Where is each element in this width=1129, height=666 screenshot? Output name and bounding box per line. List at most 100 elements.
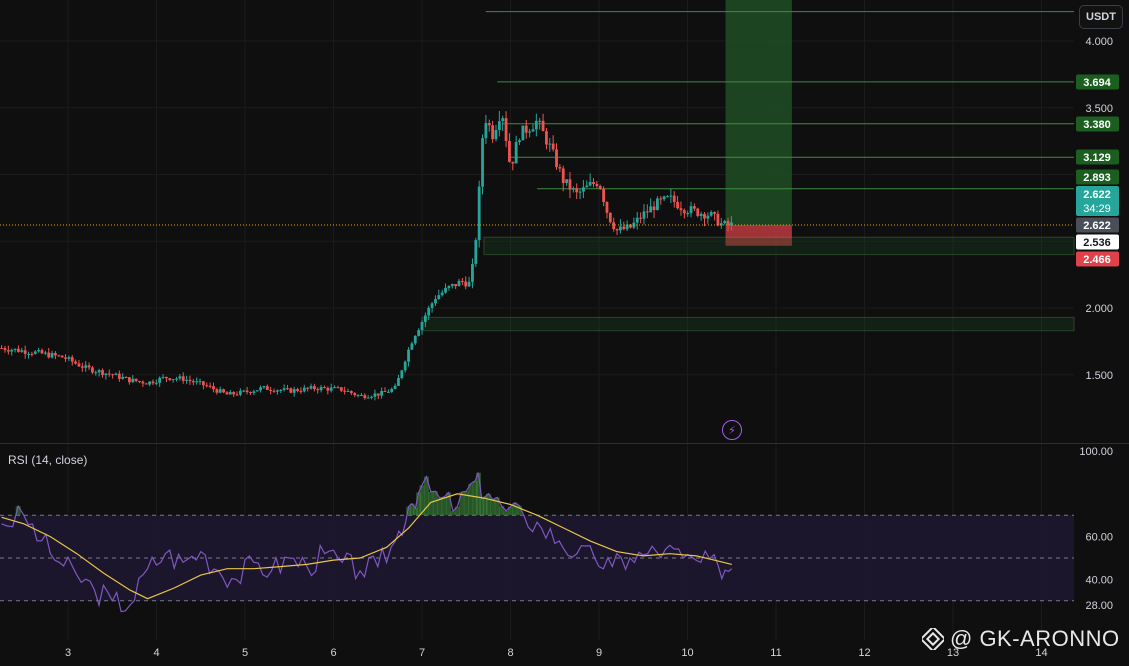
- candle-body: [185, 379, 188, 381]
- candle: [582, 180, 585, 199]
- candle-body: [541, 120, 545, 132]
- countdown-text: 34:29: [1083, 203, 1111, 215]
- candle: [0, 345, 4, 350]
- candle-body: [558, 167, 562, 169]
- candle: [410, 341, 414, 351]
- rsi-indicator-title: RSI (14, close): [8, 453, 88, 467]
- candle-body: [548, 143, 552, 145]
- candle-body: [242, 390, 246, 392]
- candle-body: [400, 370, 404, 379]
- candle-body: [706, 215, 710, 219]
- rsi-tick-label: 28.00: [1085, 600, 1113, 612]
- candle-body: [10, 349, 14, 352]
- candle-body: [138, 381, 141, 383]
- candle-body: [471, 263, 474, 282]
- candle-body: [437, 295, 441, 300]
- price-label-box: [1076, 234, 1119, 250]
- bolt-icon[interactable]: ⚡: [722, 420, 742, 440]
- candle: [649, 198, 653, 213]
- candle-body: [619, 226, 622, 231]
- candle: [70, 355, 74, 366]
- candle-body: [154, 382, 158, 384]
- candle-body: [309, 386, 313, 389]
- candle: [538, 117, 542, 130]
- time-tick-label: 12: [858, 647, 870, 659]
- price-label-box: [1076, 116, 1119, 132]
- candle-body: [275, 390, 279, 392]
- candle: [50, 350, 54, 359]
- candle: [262, 385, 266, 390]
- candle: [602, 186, 606, 207]
- candle: [726, 217, 730, 232]
- time-tick-label: 4: [153, 647, 159, 659]
- candle: [666, 195, 669, 198]
- candle: [679, 201, 683, 216]
- candle: [228, 389, 232, 395]
- candle-body: [598, 186, 602, 189]
- candle: [171, 378, 175, 383]
- candle-body: [397, 378, 400, 386]
- candle-body: [165, 376, 168, 379]
- candle: [693, 203, 696, 211]
- candle: [309, 383, 313, 390]
- candle: [117, 370, 121, 382]
- candle: [639, 212, 642, 224]
- candle: [316, 387, 320, 394]
- candle-body: [423, 315, 427, 322]
- candle-body: [373, 393, 377, 397]
- candle: [386, 389, 390, 393]
- candle-body: [719, 223, 723, 226]
- position-loss-zone: [725, 224, 792, 246]
- time-tick-label: 10: [681, 647, 693, 659]
- candle-body: [434, 299, 437, 304]
- candle-body: [349, 390, 353, 394]
- candle-body: [272, 390, 276, 392]
- candle: [94, 370, 98, 376]
- candle: [595, 180, 599, 189]
- candle: [494, 124, 498, 142]
- candle-body: [336, 387, 340, 389]
- candle: [360, 393, 363, 397]
- candle: [619, 219, 622, 234]
- candle-body: [33, 351, 37, 354]
- candle-body: [158, 377, 162, 383]
- candle-body: [6, 350, 10, 352]
- candle-body: [659, 198, 663, 200]
- candle-body: [625, 224, 629, 230]
- candle: [138, 380, 141, 384]
- candle-body: [346, 390, 350, 392]
- candle-body: [467, 281, 471, 287]
- candle: [336, 385, 340, 389]
- candle: [514, 135, 518, 164]
- candle: [353, 392, 357, 398]
- candle: [202, 380, 205, 390]
- candle-body: [380, 390, 384, 396]
- candle-body: [481, 138, 484, 187]
- candle-body: [282, 388, 286, 390]
- currency-button[interactable]: USDT: [1079, 5, 1123, 29]
- candle-body: [222, 389, 225, 393]
- candle: [729, 216, 733, 231]
- candle: [430, 301, 434, 313]
- candle: [205, 382, 209, 388]
- candle: [497, 110, 501, 137]
- candle: [27, 351, 30, 359]
- price-label-box: [1076, 217, 1119, 233]
- candle: [373, 389, 377, 401]
- candle: [333, 385, 336, 389]
- candle: [612, 217, 616, 232]
- candle: [622, 221, 626, 231]
- candle: [80, 362, 84, 372]
- candle-body: [531, 129, 535, 132]
- candle: [434, 295, 437, 307]
- time-axis: 3 4 5 6 7 8 9 10 11 12 13 14: [65, 647, 1048, 659]
- candle-body: [148, 381, 151, 385]
- candle: [686, 210, 690, 217]
- candle-body: [101, 370, 104, 376]
- candle-body: [43, 352, 47, 354]
- candle-body: [662, 196, 666, 200]
- candle: [491, 120, 495, 143]
- candle: [417, 328, 421, 337]
- candle-body: [202, 381, 205, 386]
